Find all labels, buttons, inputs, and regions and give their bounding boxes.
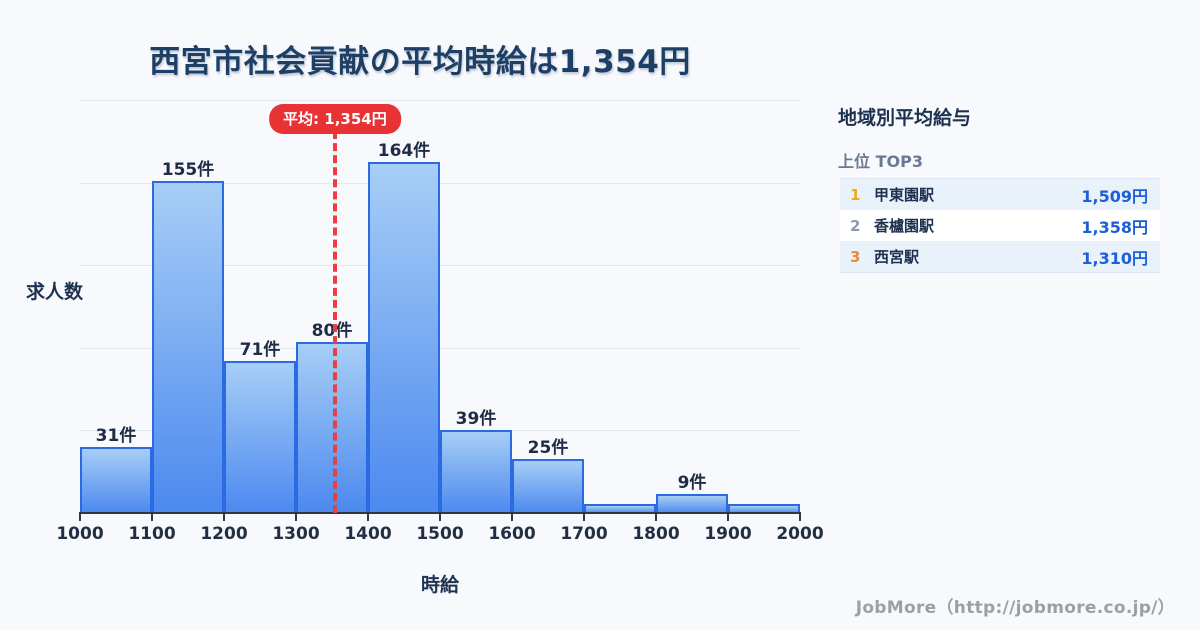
- station-wage-value: 1,358円: [1081, 217, 1148, 237]
- axis-tick-label: 1800: [632, 524, 680, 544]
- axis-tick: [295, 514, 297, 521]
- axis-tick: [151, 514, 153, 521]
- x-axis-line: [79, 512, 801, 514]
- axis-tick: [583, 514, 585, 521]
- histogram-bar: [80, 447, 152, 513]
- rank-number: 3: [850, 247, 861, 266]
- histogram-bar: [584, 504, 656, 513]
- bar-value-label: 80件: [311, 321, 353, 341]
- gridline: [80, 182, 800, 184]
- station-wage-value: 1,509円: [1081, 186, 1148, 206]
- axis-tick-label: 1200: [200, 524, 248, 544]
- x-axis-title: 時給: [420, 574, 459, 596]
- average-line: [332, 131, 337, 513]
- station-wage-value: 1,310円: [1081, 248, 1148, 268]
- axis-tick-label: 1100: [128, 524, 176, 544]
- axis-tick-label: 1900: [704, 524, 752, 544]
- station-name: 香櫨園駅: [874, 217, 935, 235]
- station-name: 西宮駅: [874, 248, 920, 266]
- axis-tick: [367, 514, 369, 521]
- histogram-bar: [512, 459, 584, 513]
- axis-tick: [79, 514, 81, 521]
- top3-row: 1 甲東園駅 1,509円: [840, 179, 1160, 210]
- axis-tick-label: 1300: [272, 524, 320, 544]
- bar-value-label: 39件: [455, 409, 497, 429]
- average-badge: 平均: 1,354円: [269, 104, 401, 134]
- top3-row: 3 西宮駅 1,310円: [840, 241, 1160, 272]
- histogram-bar: [152, 181, 224, 513]
- top3-table: 1 甲東園駅 1,509円 2 香櫨園駅 1,358円 3 西宮駅 1,310円: [840, 178, 1160, 273]
- y-axis-title: 求人数: [26, 281, 84, 303]
- bar-value-label: 25件: [527, 438, 569, 458]
- top3-row: 2 香櫨園駅 1,358円: [840, 210, 1160, 241]
- axis-tick: [727, 514, 729, 521]
- axis-tick: [223, 514, 225, 521]
- side-panel-heading: 地域別平均給与: [838, 107, 972, 129]
- axis-tick-label: 2000: [776, 524, 824, 544]
- bar-value-label: 71件: [239, 340, 281, 360]
- axis-tick-label: 1700: [560, 524, 608, 544]
- footer-credit: JobMore（http://jobmore.co.jp/）: [855, 598, 1175, 618]
- rank-number: 2: [850, 216, 861, 235]
- station-name: 甲東園駅: [874, 186, 935, 204]
- histogram-bar: [296, 342, 368, 513]
- gridline: [80, 347, 800, 349]
- axis-tick-label: 1600: [488, 524, 536, 544]
- histogram-bar: [728, 504, 800, 513]
- axis-tick: [799, 514, 801, 521]
- axis-tick: [439, 514, 441, 521]
- rank-number: 1: [850, 185, 861, 204]
- axis-tick-label: 1500: [416, 524, 464, 544]
- histogram-bar: [656, 494, 728, 513]
- histogram-bar: [440, 430, 512, 513]
- histogram-bar: [368, 162, 440, 513]
- bar-value-label: 31件: [95, 426, 137, 446]
- bar-value-label: 164件: [377, 141, 431, 161]
- histogram-bar: [224, 361, 296, 513]
- bar-value-label: 155件: [161, 160, 215, 180]
- axis-tick-label: 1400: [344, 524, 392, 544]
- axis-tick: [655, 514, 657, 521]
- gridline: [80, 100, 800, 101]
- gridline: [80, 265, 800, 267]
- side-panel-subheading: 上位 TOP3: [838, 152, 923, 171]
- axis-tick-label: 1000: [56, 524, 104, 544]
- page-title: 西宮市社会貢献の平均時給は1,354円: [149, 44, 691, 80]
- bar-value-label: 9件: [677, 473, 707, 493]
- axis-tick: [511, 514, 513, 521]
